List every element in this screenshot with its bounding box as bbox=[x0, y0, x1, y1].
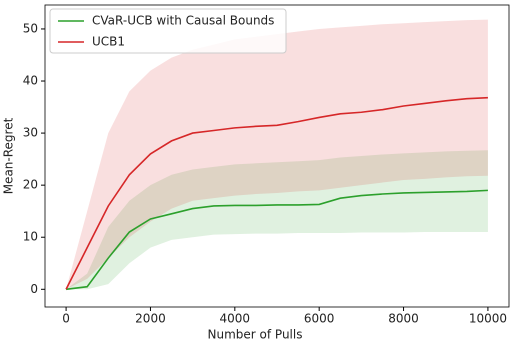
x-tick-label: 4000 bbox=[220, 312, 251, 326]
y-tick-label: 20 bbox=[23, 178, 38, 192]
plot-frame bbox=[44, 4, 510, 308]
line bbox=[65, 96, 488, 290]
y-tick-label: 40 bbox=[23, 74, 38, 88]
legend-box bbox=[49, 8, 287, 54]
y-axis-label: Mean-Regret bbox=[2, 117, 16, 194]
confidence-band bbox=[66, 150, 488, 290]
confidence-band bbox=[66, 19, 488, 290]
y-tick-label: 30 bbox=[23, 126, 38, 140]
x-tick-label: 2000 bbox=[135, 312, 166, 326]
x-tick-label: 10000 bbox=[469, 312, 507, 326]
x-tick-label: 0 bbox=[62, 312, 70, 326]
y-tick-label: 10 bbox=[23, 230, 38, 244]
x-tick-label: 6000 bbox=[304, 312, 335, 326]
line bbox=[65, 189, 488, 291]
y-tick-label: 0 bbox=[30, 282, 38, 296]
legend-label: UCB1 bbox=[92, 35, 125, 49]
x-axis-label: Number of Pulls bbox=[208, 328, 303, 342]
legend-label: CVaR-UCB with Causal Bounds bbox=[92, 14, 274, 28]
legend: CVaR-UCB with Causal Bounds UCB1 bbox=[49, 8, 287, 54]
x-tick-label: 8000 bbox=[388, 312, 419, 326]
y-tick-label: 50 bbox=[23, 21, 38, 35]
